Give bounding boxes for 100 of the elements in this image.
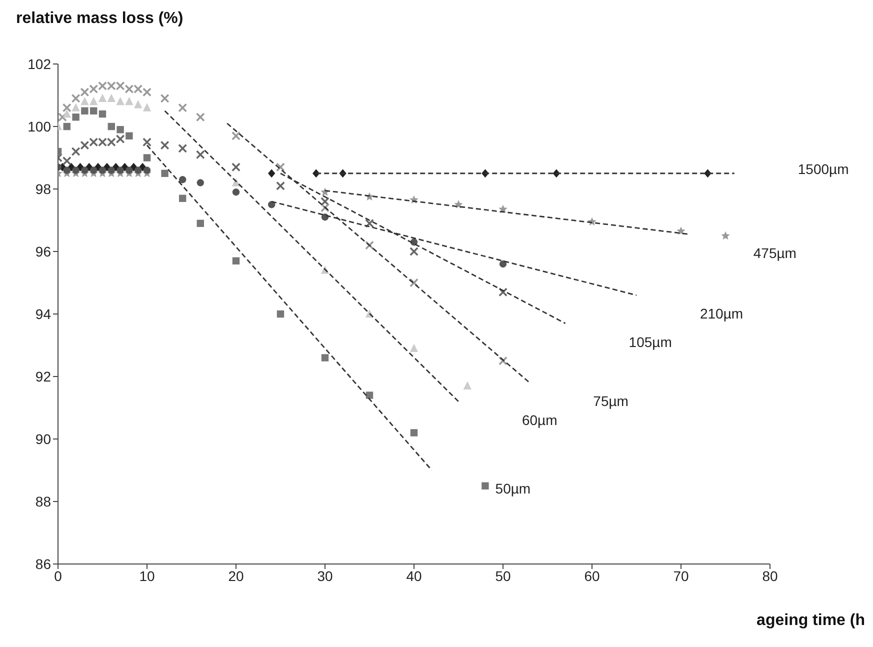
point bbox=[90, 107, 98, 114]
point bbox=[142, 138, 152, 147]
x-tick-label: 0 bbox=[54, 568, 62, 584]
point bbox=[365, 218, 374, 228]
point bbox=[196, 220, 204, 227]
point bbox=[268, 169, 276, 178]
point bbox=[498, 288, 508, 297]
point bbox=[410, 429, 418, 436]
point bbox=[71, 94, 80, 103]
point bbox=[498, 356, 508, 366]
point bbox=[62, 156, 72, 166]
y-tick-label: 92 bbox=[35, 368, 52, 384]
point bbox=[676, 226, 686, 235]
point bbox=[63, 166, 70, 174]
point bbox=[81, 166, 88, 174]
point bbox=[499, 260, 507, 268]
text: 60µm bbox=[522, 412, 558, 428]
point bbox=[90, 96, 98, 106]
point bbox=[90, 166, 98, 174]
point bbox=[116, 166, 124, 174]
point bbox=[365, 240, 374, 250]
point bbox=[98, 94, 107, 102]
point bbox=[72, 166, 80, 174]
point bbox=[134, 100, 142, 108]
point bbox=[72, 114, 80, 121]
point bbox=[320, 197, 330, 206]
point bbox=[98, 166, 106, 174]
text: 75µm bbox=[593, 393, 628, 410]
point bbox=[178, 103, 188, 112]
point bbox=[116, 96, 124, 106]
point bbox=[142, 103, 152, 112]
point bbox=[179, 194, 186, 202]
point bbox=[410, 278, 418, 288]
text: 210µm bbox=[700, 306, 744, 322]
x-tick-label: 60 bbox=[584, 568, 600, 584]
point bbox=[63, 122, 70, 130]
point bbox=[126, 132, 133, 140]
x-tick-label: 80 bbox=[762, 568, 778, 584]
point bbox=[321, 354, 329, 362]
point bbox=[196, 150, 205, 160]
x-tick-label: 10 bbox=[139, 568, 155, 584]
point bbox=[276, 181, 285, 190]
point bbox=[410, 344, 418, 352]
x-tick-label: 50 bbox=[495, 568, 511, 584]
point bbox=[107, 94, 116, 102]
point bbox=[232, 188, 240, 196]
x-tick-label: 30 bbox=[317, 568, 333, 584]
point bbox=[126, 166, 133, 174]
point bbox=[143, 166, 151, 174]
point bbox=[108, 122, 115, 130]
point bbox=[62, 109, 71, 118]
point bbox=[721, 231, 730, 240]
point bbox=[160, 94, 170, 103]
x-tick-label: 70 bbox=[673, 568, 689, 584]
point bbox=[134, 166, 142, 174]
point bbox=[179, 176, 186, 184]
point bbox=[196, 179, 204, 186]
y-tick-label: 86 bbox=[35, 556, 52, 572]
text: 475µm bbox=[753, 244, 796, 261]
point bbox=[178, 144, 188, 153]
point bbox=[268, 201, 276, 208]
point bbox=[463, 381, 472, 390]
point bbox=[454, 200, 463, 208]
point bbox=[320, 203, 330, 212]
point bbox=[232, 131, 240, 140]
point bbox=[80, 96, 89, 106]
point bbox=[276, 162, 285, 172]
y-tick-label: 96 bbox=[35, 243, 52, 260]
point bbox=[366, 392, 374, 399]
x-axis-title: ageing time (h bbox=[756, 612, 865, 630]
point bbox=[98, 110, 106, 118]
point bbox=[232, 257, 240, 264]
point bbox=[276, 310, 284, 318]
x-tick-label: 40 bbox=[406, 568, 422, 584]
point bbox=[143, 154, 151, 162]
point bbox=[81, 107, 88, 114]
point bbox=[125, 96, 134, 106]
y-tick-label: 102 bbox=[28, 56, 52, 72]
point bbox=[72, 103, 80, 112]
y-tick-label: 90 bbox=[35, 430, 52, 447]
x-tick-label: 20 bbox=[228, 568, 244, 584]
y-tick-label: 100 bbox=[28, 118, 52, 134]
point bbox=[196, 112, 205, 122]
point bbox=[62, 103, 72, 112]
y-axis-title: relative mass loss (%) bbox=[16, 10, 184, 28]
point bbox=[161, 170, 168, 177]
y-tick-label: 98 bbox=[35, 180, 52, 197]
point bbox=[116, 126, 124, 134]
point bbox=[160, 140, 170, 150]
point bbox=[108, 166, 115, 174]
y-tick-label: 94 bbox=[35, 306, 52, 322]
point bbox=[71, 147, 80, 156]
y-tick-label: 88 bbox=[35, 493, 52, 510]
text: 50µm bbox=[495, 480, 531, 497]
point bbox=[482, 482, 489, 490]
text: 1500µm bbox=[798, 160, 849, 177]
point bbox=[232, 162, 240, 172]
point bbox=[58, 112, 67, 122]
text: 105µm bbox=[628, 334, 672, 350]
point bbox=[410, 247, 418, 256]
